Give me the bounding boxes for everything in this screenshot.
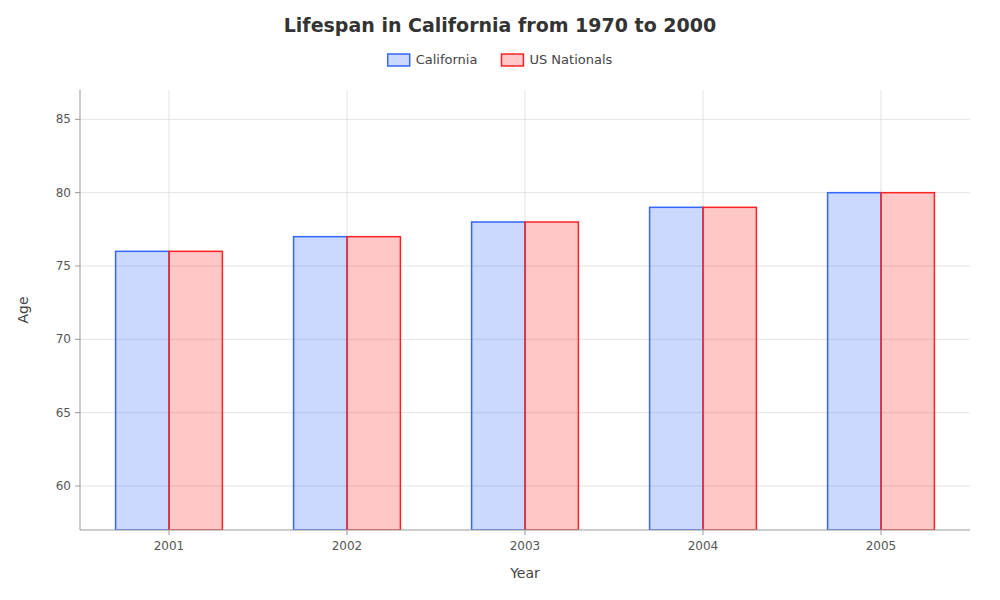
chart-svg: 60 65 70 75 80 85 2001 2002 2003 2004 2005 Year Age L… (0, 0, 1000, 600)
bar (881, 193, 934, 530)
x-tick (525, 530, 526, 535)
y-tick-label: 60 (56, 479, 71, 493)
x-axis-label: Year (509, 565, 540, 581)
y-tick (75, 119, 80, 120)
bar (169, 251, 222, 530)
legend-item: California (388, 52, 478, 67)
x-tick (169, 530, 170, 535)
legend-swatch (388, 54, 410, 66)
x-tick-label: 2003 (510, 539, 541, 553)
x-tick-label: 2002 (332, 539, 363, 553)
y-tick (75, 192, 80, 193)
bar (116, 251, 169, 530)
background (0, 0, 1000, 600)
x-tick-label: 2005 (866, 539, 897, 553)
y-tick-label: 65 (56, 406, 71, 420)
bar (294, 237, 347, 530)
legend-label: US Nationals (529, 52, 612, 67)
bar (525, 222, 578, 530)
y-tick (75, 412, 80, 413)
y-axis-line (80, 90, 81, 530)
grid (80, 90, 970, 530)
bars (116, 193, 935, 530)
y-tick-label: 80 (56, 186, 71, 200)
y-axis-label: Age (15, 296, 31, 323)
chart-container: 60 65 70 75 80 85 2001 2002 2003 2004 2005 Year Age L… (0, 0, 1000, 600)
bar (828, 193, 881, 530)
legend-item: US Nationals (501, 52, 612, 67)
bar (703, 207, 756, 530)
x-tick-label: 2004 (688, 539, 719, 553)
bar (347, 237, 400, 530)
y-tick-label: 85 (56, 112, 71, 126)
x-tick-label: 2001 (154, 539, 185, 553)
x-tick (703, 530, 704, 535)
y-tick-label: 75 (56, 259, 71, 273)
legend-swatch (501, 54, 523, 66)
y-tick (75, 266, 80, 267)
legend: California US Nationals (388, 52, 613, 67)
x-tick (881, 530, 882, 535)
bar (650, 207, 703, 530)
y-tick (75, 339, 80, 340)
bar (472, 222, 525, 530)
x-tick (347, 530, 348, 535)
y-tick-label: 70 (56, 332, 71, 346)
chart-title: Lifespan in California from 1970 to 2000 (284, 14, 716, 36)
y-tick (75, 486, 80, 487)
legend-label: California (416, 52, 478, 67)
